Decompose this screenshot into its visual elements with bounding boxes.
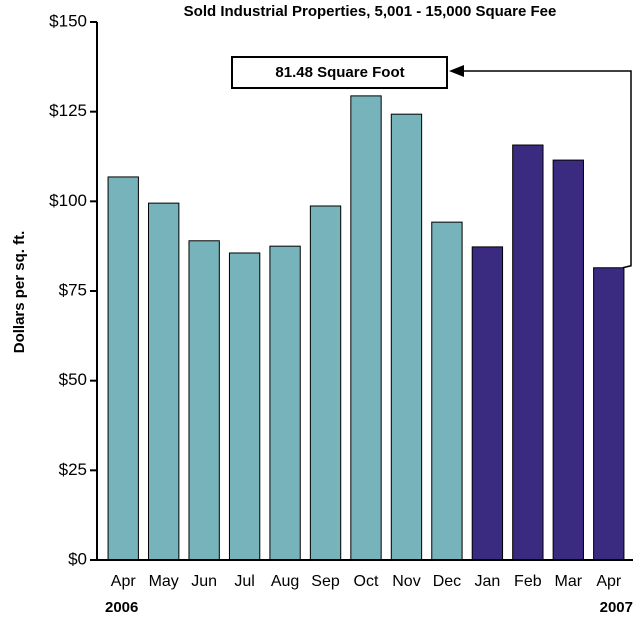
bar — [390, 113, 423, 561]
x-tick-label: May — [149, 573, 179, 590]
bar — [431, 221, 463, 561]
annotation-box — [231, 56, 448, 89]
chart-title: Sold Industrial Properties, 5,001 - 15,0… — [184, 3, 557, 20]
x-tick-label: Jul — [234, 573, 254, 590]
annotation: 81.48 Square Foot — [275, 64, 404, 81]
y-tick-label: $125 — [49, 101, 87, 120]
bar — [512, 144, 544, 561]
y-tick-label: $75 — [59, 280, 87, 299]
year-label: 2006 — [105, 599, 138, 616]
y-tick-label: $100 — [49, 191, 87, 210]
x-tick-label: Dec — [433, 573, 461, 590]
x-tick-label: Jun — [191, 573, 217, 590]
x-tick-label: Sep — [311, 573, 340, 590]
bar — [350, 95, 382, 561]
bar — [107, 176, 139, 561]
y-tick-label: $50 — [59, 370, 87, 389]
y-tick-label: $25 — [59, 460, 87, 479]
bar — [471, 246, 504, 561]
y-tick-label: $0 — [68, 549, 87, 568]
bar — [593, 267, 625, 561]
x-tick-label: Mar — [555, 573, 583, 590]
bar — [269, 245, 301, 561]
bar — [228, 252, 261, 561]
x-tick-label: Aug — [271, 573, 299, 590]
y-axis-label: Dollars per sq. ft. — [11, 231, 28, 354]
annotation-arrow — [462, 70, 632, 269]
y-tick-label: $150 — [49, 11, 87, 30]
x-tick-label: Feb — [514, 573, 542, 590]
x-tick-label: Oct — [354, 573, 379, 590]
x-tick-label: Nov — [392, 573, 420, 590]
x-tick-label: Apr — [596, 573, 622, 590]
bar — [188, 240, 220, 561]
x-tick-label: Jan — [474, 573, 500, 590]
arrow-head — [449, 65, 464, 77]
year-label: 2007 — [600, 599, 633, 616]
bar — [552, 159, 584, 561]
bar — [309, 205, 342, 561]
x-tick-label: Apr — [111, 573, 137, 590]
bar — [148, 202, 180, 561]
